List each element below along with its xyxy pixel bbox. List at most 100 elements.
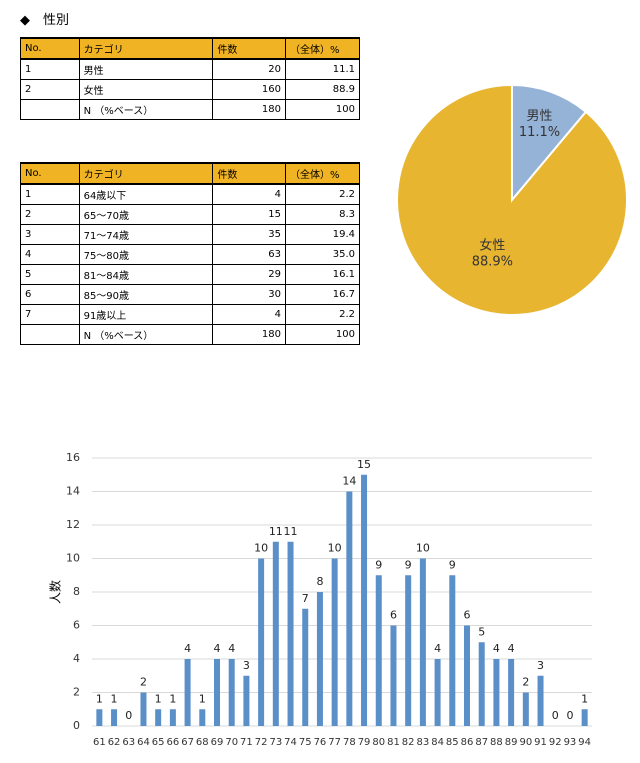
slice-label: 女性 — [479, 238, 505, 254]
data-label: 1 — [96, 692, 103, 705]
data-label: 4 — [184, 642, 191, 655]
bar — [258, 558, 265, 726]
x-tick-label: 68 — [196, 737, 209, 748]
bar — [375, 575, 382, 726]
bar — [96, 709, 103, 726]
table: No. カテゴリ 件数 （全体）% 1 男性 20 11.1 2 女性 160 88.9 N （%ベース… — [20, 37, 360, 120]
table-row: 7 91歳以上 4 2.2 — [20, 304, 360, 325]
x-tick-label: 77 — [328, 737, 341, 748]
y-tick-label: 14 — [66, 485, 80, 498]
data-label: 6 — [464, 609, 471, 622]
x-tick-label: 81 — [387, 737, 400, 748]
data-label: 1 — [155, 692, 162, 705]
data-label: 0 — [125, 709, 132, 722]
x-tick-label: 93 — [564, 737, 577, 748]
x-tick-label: 92 — [549, 737, 562, 748]
table-cell: 16.1 — [285, 264, 360, 285]
table-row: 1 男性 20 11.1 — [20, 58, 360, 80]
data-label: 7 — [302, 592, 309, 605]
x-tick-label: 71 — [240, 737, 253, 748]
data-label: 4 — [508, 642, 515, 655]
data-label: 4 — [434, 642, 441, 655]
table-cell: 件数 — [212, 162, 286, 185]
bar — [228, 659, 235, 726]
x-tick-label: 82 — [402, 737, 415, 748]
bar — [522, 692, 529, 726]
x-tick-label: 80 — [372, 737, 385, 748]
pie-slice — [396, 83, 628, 316]
y-tick-label: 10 — [66, 552, 80, 565]
slice-value-label: 11.1% — [519, 125, 560, 140]
data-label: 4 — [228, 642, 235, 655]
x-tick-label: 72 — [255, 737, 268, 748]
table-cell: No. — [20, 37, 80, 60]
data-label: 0 — [552, 709, 559, 722]
x-tick-label: 84 — [431, 737, 444, 748]
x-tick-label: 79 — [358, 737, 371, 748]
data-label: 14 — [342, 475, 356, 488]
y-tick-label: 6 — [73, 619, 80, 632]
bar — [331, 558, 338, 726]
table-row: 2 65～70歳 15 8.3 — [20, 204, 360, 225]
data-label: 8 — [316, 575, 323, 588]
x-tick-label: 69 — [211, 737, 224, 748]
table-cell: カテゴリ — [78, 37, 214, 60]
bar — [493, 659, 500, 726]
bar — [199, 709, 206, 726]
slice-value-label: 88.9% — [472, 255, 513, 270]
bar — [434, 659, 441, 726]
x-tick-label: 83 — [417, 737, 430, 748]
x-tick-label: 94 — [578, 737, 591, 748]
data-label: 4 — [493, 642, 500, 655]
data-label: 3 — [537, 659, 544, 672]
x-tick-label: 67 — [181, 737, 194, 748]
y-tick-label: 12 — [66, 518, 80, 531]
bar — [111, 709, 118, 726]
table-cell: N （%ベース） — [78, 324, 214, 345]
bar — [419, 558, 426, 726]
x-tick-label: 91 — [534, 737, 547, 748]
x-tick-label: 76 — [314, 737, 327, 748]
bar — [581, 709, 588, 726]
data-label: 10 — [416, 542, 430, 555]
table-row: N （%ベース） 180 100 — [20, 324, 360, 345]
bar — [316, 592, 323, 726]
bar — [390, 625, 397, 726]
bar — [302, 608, 309, 726]
data-label: 15 — [357, 458, 371, 471]
data-label: 5 — [478, 625, 485, 638]
data-label: 10 — [254, 542, 268, 555]
bar — [155, 709, 162, 726]
y-axis-label: 人数 — [48, 580, 63, 604]
table-cell: カテゴリ — [78, 162, 214, 185]
bar — [140, 692, 147, 726]
data-label: 2 — [522, 676, 529, 689]
table-cell: 180 — [212, 99, 286, 120]
x-tick-label: 65 — [152, 737, 165, 748]
y-tick-label: 0 — [73, 719, 80, 732]
data-label: 11 — [269, 525, 283, 538]
table-row: N （%ベース） 180 100 — [20, 99, 360, 120]
heading: ◆ 性別 — [20, 13, 69, 28]
table-cell: 180 — [212, 324, 286, 345]
x-tick-label: 63 — [122, 737, 135, 748]
table-cell: No. — [20, 162, 80, 185]
x-tick-label: 75 — [299, 737, 312, 748]
bar — [449, 575, 456, 726]
data-label: 4 — [214, 642, 221, 655]
x-tick-label: 89 — [505, 737, 518, 748]
data-label: 1 — [581, 692, 588, 705]
data-label: 1 — [111, 692, 118, 705]
x-tick-label: 61 — [93, 737, 106, 748]
bar — [287, 541, 294, 726]
x-tick-label: 78 — [343, 737, 356, 748]
bar — [272, 541, 279, 726]
y-tick-label: 8 — [73, 585, 80, 598]
table-row: 6 85～90歳 30 16.7 — [20, 284, 360, 305]
bar — [361, 474, 368, 726]
bar — [464, 625, 470, 726]
table-row: 2 女性 160 88.9 — [20, 79, 360, 100]
pie-slice — [511, 83, 588, 203]
